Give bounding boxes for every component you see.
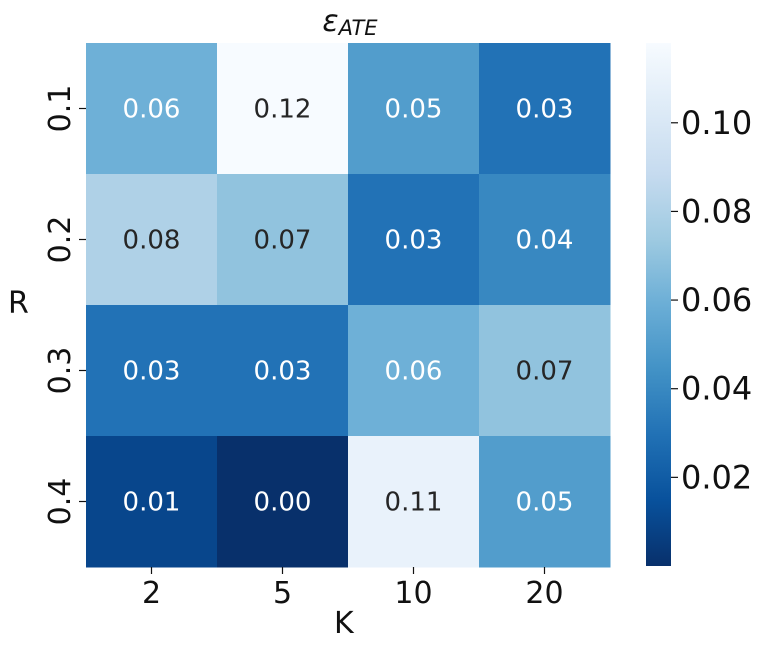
colorbar-gradient — [646, 43, 671, 566]
y-axis-ticks: 0.1 0.2 0.3 0.4 — [43, 85, 86, 526]
chart-title-symbol: ε — [322, 4, 339, 39]
x-axis-ticks: 2 5 10 20 — [142, 567, 564, 611]
heatmap-cell-label: 0.03 — [254, 357, 312, 387]
heatmap-cell — [479, 174, 611, 306]
heatmap-cell — [86, 436, 218, 568]
heatmap-cell — [479, 305, 611, 437]
chart-title-subscript: ATE — [338, 16, 378, 40]
heatmap-cell — [348, 43, 480, 175]
heatmap-cell-label: 0.11 — [385, 488, 443, 518]
heatmap-cell-label: 0.04 — [516, 226, 574, 256]
heatmap-cell — [348, 305, 480, 437]
heatmap-cells — [86, 43, 611, 568]
colorbar-tick-label: 0.08 — [681, 192, 752, 230]
heatmap-cell — [86, 305, 218, 437]
heatmap-cell-label: 0.03 — [516, 95, 574, 125]
heatmap-cell — [479, 436, 611, 568]
heatmap-cell-label: 0.03 — [385, 226, 443, 256]
colorbar-tick-label: 0.10 — [681, 104, 752, 142]
heatmap-cell — [217, 436, 349, 568]
heatmap-cell — [217, 43, 349, 175]
x-tick-label: 5 — [273, 576, 292, 611]
x-tick-label: 2 — [142, 576, 161, 611]
x-tick-label: 20 — [525, 576, 563, 611]
heatmap-cell-label: 0.12 — [254, 95, 312, 125]
heatmap-cell-label: 0.05 — [516, 488, 574, 518]
heatmap-cell — [86, 174, 218, 306]
y-tick-label: 0.3 — [43, 347, 78, 395]
chart-title: εATE — [0, 4, 700, 40]
heatmap-cell-label: 0.01 — [123, 488, 181, 518]
heatmap-cell-label: 0.00 — [254, 488, 312, 518]
heatmap-cell — [217, 174, 349, 306]
y-tick-label: 0.4 — [43, 478, 78, 526]
x-axis-label: K — [334, 606, 354, 641]
heatmap-cell-label: 0.07 — [516, 357, 574, 387]
heatmap-cell-label: 0.05 — [385, 95, 443, 125]
y-axis-label: R — [8, 286, 29, 321]
heatmap-cell — [217, 305, 349, 437]
heatmap-cell — [348, 436, 480, 568]
colorbar: 0.02 0.04 0.06 0.08 0.10 — [646, 43, 752, 566]
x-tick-label: 10 — [394, 576, 432, 611]
heatmap-cell-labels: 0.06 0.12 0.05 0.03 0.08 0.07 0.03 0.04 0.03 0.03… — [123, 95, 574, 518]
heatmap-cell-label: 0.08 — [123, 226, 181, 256]
heatmap-cell-label: 0.06 — [385, 357, 443, 387]
y-tick-label: 0.1 — [43, 85, 78, 133]
heatmap-cell-label: 0.06 — [123, 95, 181, 125]
heatmap-cell — [479, 43, 611, 175]
colorbar-tick-label: 0.02 — [681, 458, 752, 496]
heatmap-cell-label: 0.07 — [254, 226, 312, 256]
heatmap-cell-label: 0.03 — [123, 357, 181, 387]
colorbar-tick-label: 0.04 — [681, 370, 752, 408]
y-tick-label: 0.2 — [43, 216, 78, 264]
heatmap-cell — [86, 43, 218, 175]
heatmap-cell — [348, 174, 480, 306]
colorbar-tick-label: 0.06 — [681, 281, 752, 319]
